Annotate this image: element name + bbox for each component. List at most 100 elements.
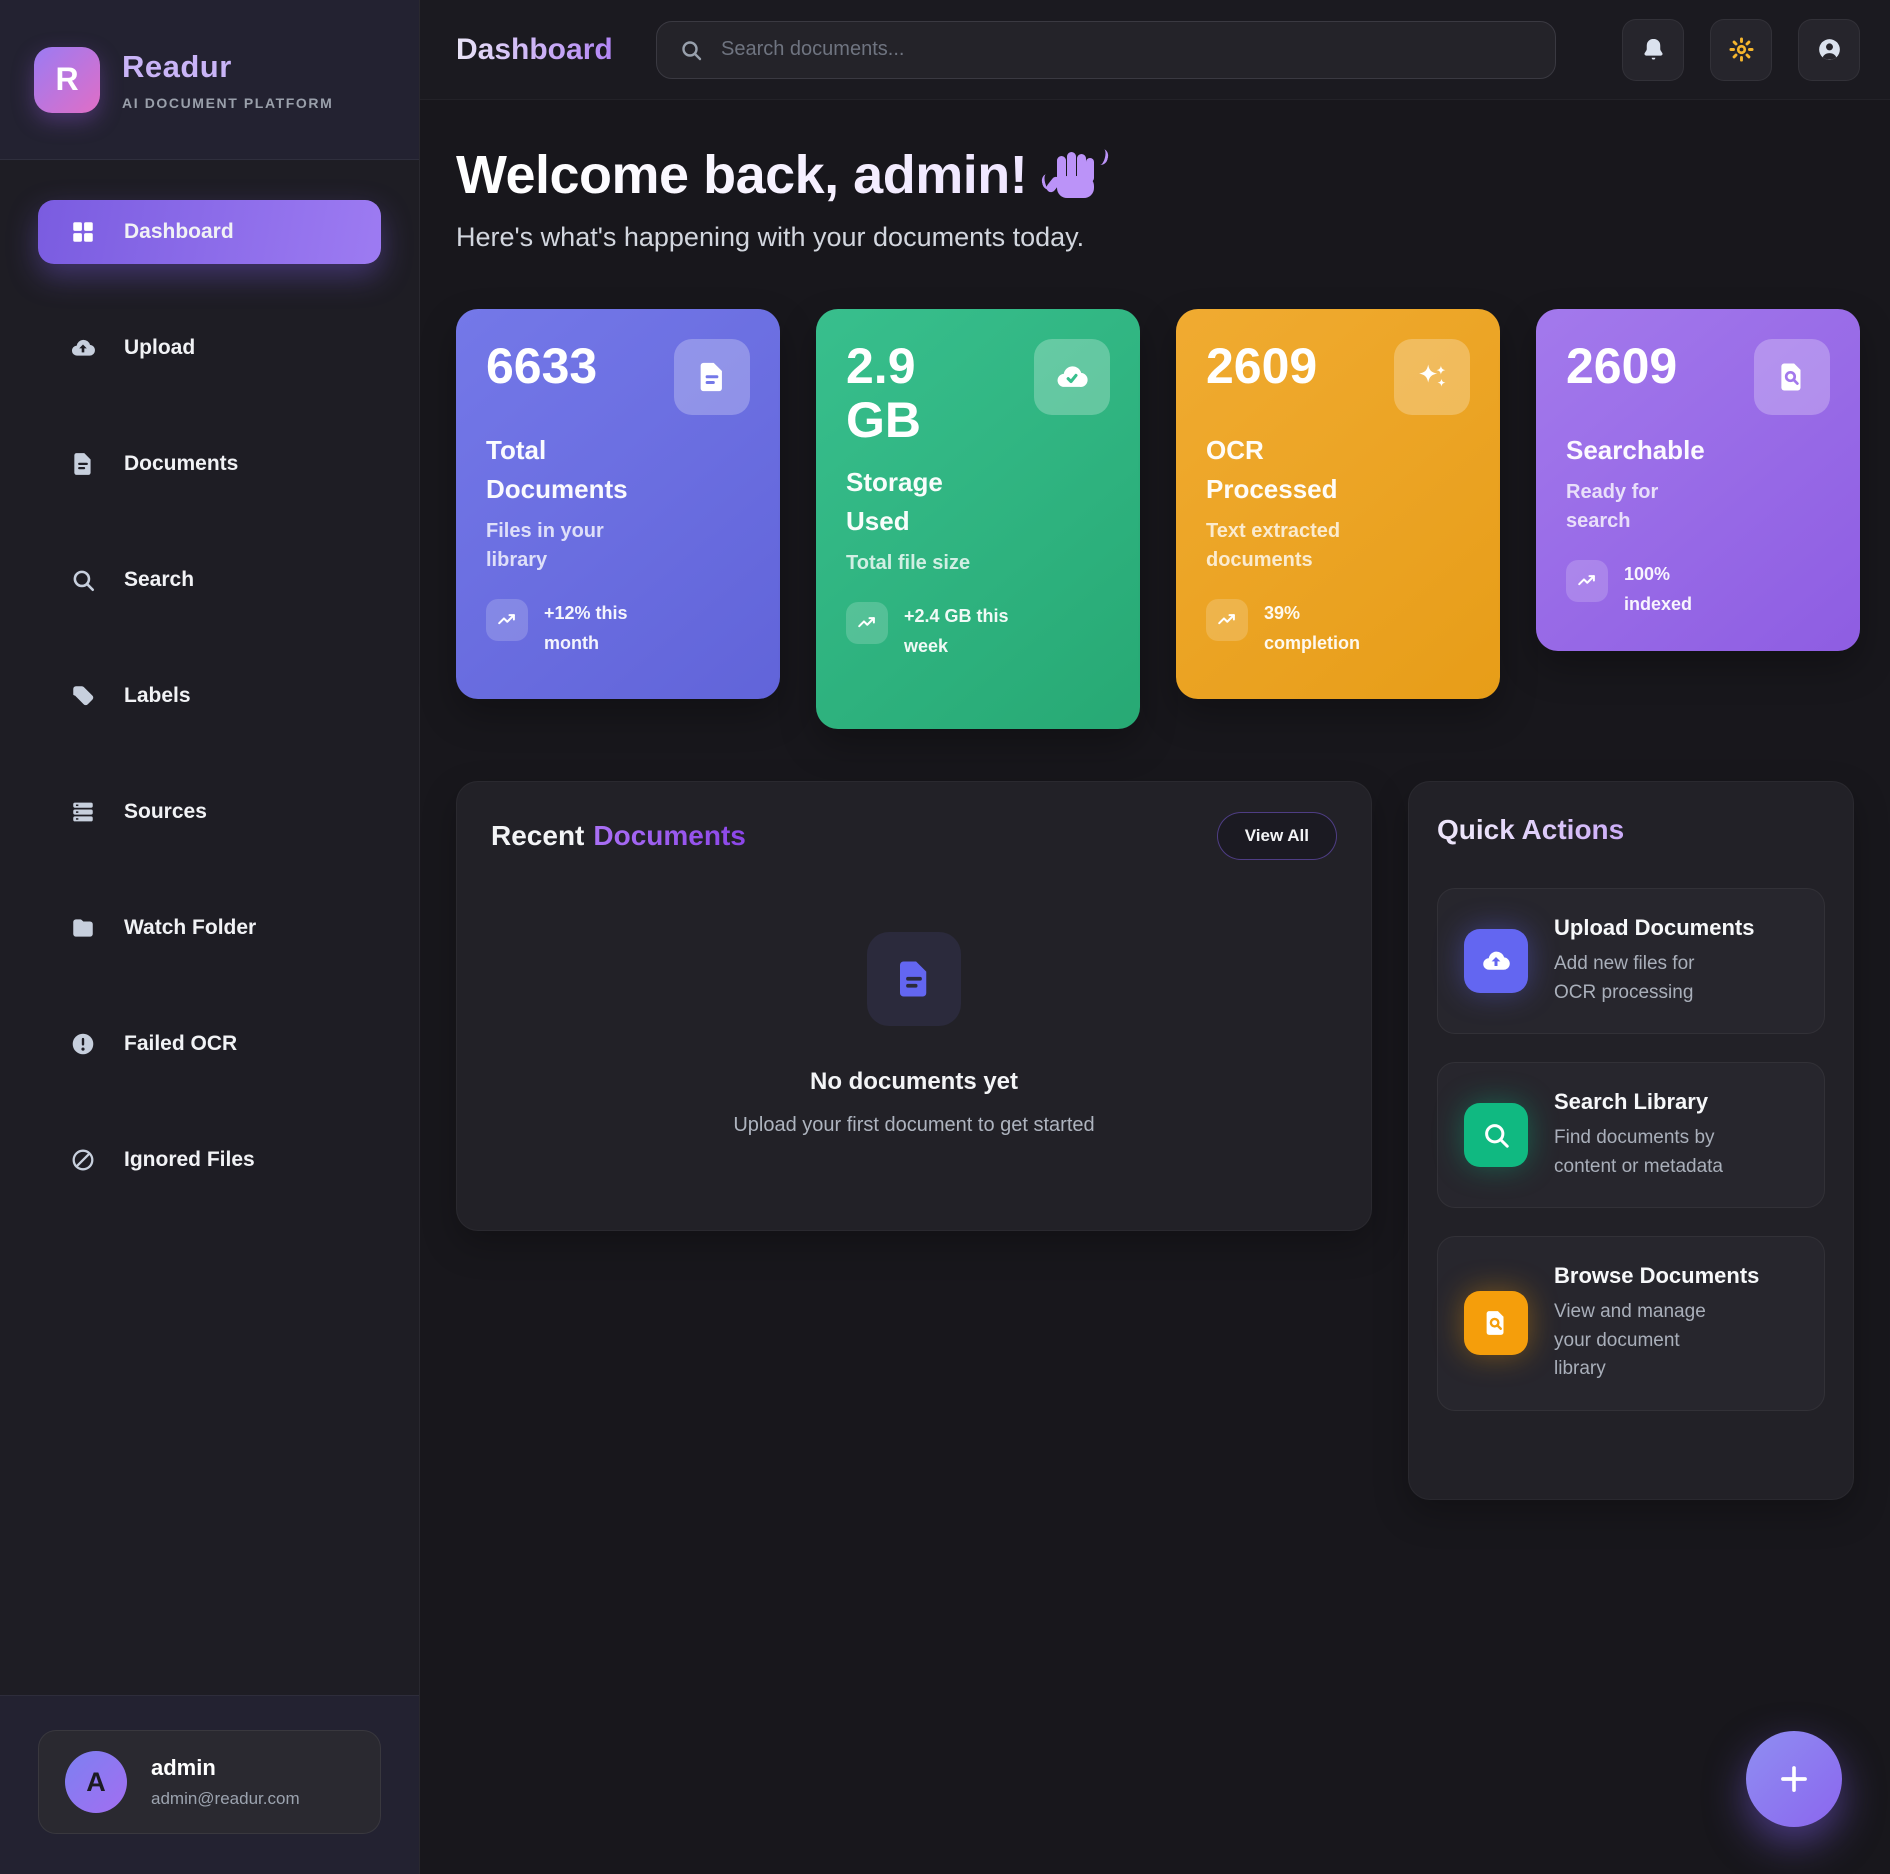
quick-action-browse-documents[interactable]: Browse Documents View and manage your do… bbox=[1437, 1236, 1825, 1411]
sidebar-item-sources[interactable]: Sources bbox=[38, 780, 381, 844]
quick-action-upload-documents[interactable]: Upload Documents Add new files for OCR p… bbox=[1437, 888, 1825, 1034]
file-icon bbox=[695, 360, 729, 394]
quick-action-desc: Find documents by content or metadata bbox=[1554, 1127, 1723, 1177]
stat-trend-text: 39% completion bbox=[1264, 603, 1361, 653]
sparkles-icon bbox=[1415, 360, 1449, 394]
empty-state: No documents yet Upload your first docum… bbox=[491, 932, 1337, 1137]
brand-name: Readur bbox=[122, 48, 232, 84]
quick-actions-list: Upload Documents Add new files for OCR p… bbox=[1437, 888, 1825, 1411]
stat-sublabel: Files in your library bbox=[486, 520, 604, 571]
stat-sublabel: Text extracted documents bbox=[1206, 520, 1341, 571]
quick-action-title: Browse Documents bbox=[1554, 1263, 1760, 1288]
sidebar-item-ignored-files[interactable]: Ignored Files bbox=[38, 1128, 381, 1192]
recent-documents-title: Recent Documents bbox=[491, 820, 746, 851]
stat-sublabel: Ready for search bbox=[1566, 481, 1659, 532]
stat-card: 2.9 GB Storage Used Total file size +2.4… bbox=[816, 309, 1140, 729]
sidebar-item-search[interactable]: Search bbox=[38, 548, 381, 612]
plus-icon bbox=[1775, 1760, 1813, 1798]
cloud-upload-icon bbox=[70, 335, 96, 361]
recent-documents-panel: Recent Documents View All No documents ye… bbox=[456, 781, 1372, 1231]
doc-search-icon bbox=[1481, 1308, 1511, 1338]
main: Dashboard Welcome back, admin! Here's wh… bbox=[420, 0, 1890, 1874]
topbar-actions bbox=[1622, 18, 1860, 81]
quick-action-desc: View and manage your document library bbox=[1554, 1301, 1706, 1379]
ban-icon bbox=[70, 1147, 96, 1173]
user-name: admin bbox=[151, 1755, 216, 1780]
content: Welcome back, admin! Here's what's happe… bbox=[420, 100, 1890, 1874]
notifications-button[interactable] bbox=[1622, 18, 1684, 81]
cloud-check-icon bbox=[1055, 360, 1089, 394]
brand-logo: R bbox=[34, 46, 100, 113]
file-icon bbox=[893, 958, 935, 1000]
stat-trend-text: 100% indexed bbox=[1624, 564, 1693, 614]
stat-card: 2609 OCR Processed Text extracted docume… bbox=[1176, 309, 1500, 699]
sidebar-item-watch-folder[interactable]: Watch Folder bbox=[38, 896, 381, 960]
trending-up-icon bbox=[1216, 609, 1238, 631]
trending-up-icon bbox=[496, 609, 518, 631]
sidebar-item-failed-ocr[interactable]: Failed OCR bbox=[38, 1012, 381, 1076]
add-document-fab[interactable] bbox=[1746, 1731, 1842, 1827]
quick-action-title: Search Library bbox=[1554, 1089, 1709, 1114]
stat-value: 2609 bbox=[1206, 338, 1318, 394]
sidebar-item-documents[interactable]: Documents bbox=[38, 432, 381, 496]
bell-icon bbox=[1640, 36, 1667, 63]
stat-card: 6633 Total Documents Files in your libra… bbox=[456, 309, 780, 699]
sidebar-item-labels[interactable]: Labels bbox=[38, 664, 381, 728]
empty-state-subtitle: Upload your first document to get starte… bbox=[733, 1114, 1095, 1136]
page-title: Dashboard bbox=[456, 33, 656, 67]
profile-button[interactable] bbox=[1798, 18, 1860, 81]
grid-icon bbox=[70, 219, 96, 245]
doc-search-icon bbox=[1775, 360, 1809, 394]
stat-trend-text: +2.4 GB this week bbox=[904, 606, 1009, 656]
quick-actions-title: Quick Actions bbox=[1437, 814, 1825, 846]
stat-label: Storage Used bbox=[846, 467, 943, 536]
brand: R Readur AI DOCUMENT PLATFORM bbox=[0, 0, 419, 160]
stat-value: 2609 bbox=[1566, 338, 1678, 394]
search-bar bbox=[656, 20, 1556, 79]
stat-trend-text: +12% this month bbox=[544, 603, 628, 653]
stat-sublabel: Total file size bbox=[846, 552, 971, 574]
sidebar-item-dashboard[interactable]: Dashboard bbox=[38, 200, 381, 264]
stat-trend: +2.4 GB this week bbox=[846, 602, 1110, 661]
quick-action-search-library[interactable]: Search Library Find documents by content… bbox=[1437, 1062, 1825, 1208]
sun-icon bbox=[1728, 36, 1755, 63]
user-card[interactable]: A admin admin@readur.com bbox=[38, 1730, 381, 1834]
stat-label: Total Documents bbox=[486, 435, 628, 504]
welcome-subtitle: Here's what's happening with your docume… bbox=[456, 222, 1085, 252]
stat-value: 6633 bbox=[486, 338, 598, 394]
alert-circle-icon bbox=[70, 1031, 96, 1057]
view-all-button[interactable]: View All bbox=[1216, 812, 1337, 860]
stats-row: 6633 Total Documents Files in your libra… bbox=[456, 309, 1860, 729]
tag-icon bbox=[70, 683, 96, 709]
stat-card: 2609 Searchable Ready for search 100% in… bbox=[1536, 309, 1860, 651]
stat-value: 2.9 GB bbox=[846, 338, 921, 448]
welcome-heading: Welcome back, admin! bbox=[456, 144, 1860, 206]
folder-icon bbox=[70, 915, 96, 941]
trending-up-icon bbox=[1576, 570, 1598, 592]
file-icon bbox=[70, 451, 96, 477]
user-icon bbox=[1816, 36, 1843, 63]
stat-trend: 39% completion bbox=[1206, 599, 1470, 658]
search-icon bbox=[1481, 1120, 1511, 1150]
quick-action-title: Upload Documents bbox=[1554, 915, 1755, 940]
stat-trend: +12% this month bbox=[486, 599, 750, 658]
quick-action-desc: Add new files for OCR processing bbox=[1554, 953, 1695, 1003]
search-icon bbox=[70, 567, 96, 593]
search-input[interactable] bbox=[721, 38, 1533, 61]
empty-state-title: No documents yet bbox=[809, 1068, 1019, 1095]
stat-label: Searchable bbox=[1566, 435, 1705, 465]
user-email: admin@readur.com bbox=[151, 1789, 300, 1808]
sidebar-nav: Dashboard Upload Documents Search Labels… bbox=[0, 160, 419, 1695]
search-icon bbox=[679, 38, 703, 62]
cloud-upload-icon bbox=[1481, 946, 1511, 976]
theme-toggle-button[interactable] bbox=[1710, 18, 1772, 81]
avatar: A bbox=[65, 1751, 127, 1813]
topbar: Dashboard bbox=[420, 0, 1890, 100]
stat-trend: 100% indexed bbox=[1566, 560, 1830, 619]
brand-tagline: AI DOCUMENT PLATFORM bbox=[122, 94, 334, 111]
stat-label: OCR Processed bbox=[1206, 435, 1338, 504]
quick-actions-panel: Quick Actions Upload Documents Add new f… bbox=[1408, 781, 1854, 1500]
sidebar-item-upload[interactable]: Upload bbox=[38, 316, 381, 380]
list-icon bbox=[70, 799, 96, 825]
